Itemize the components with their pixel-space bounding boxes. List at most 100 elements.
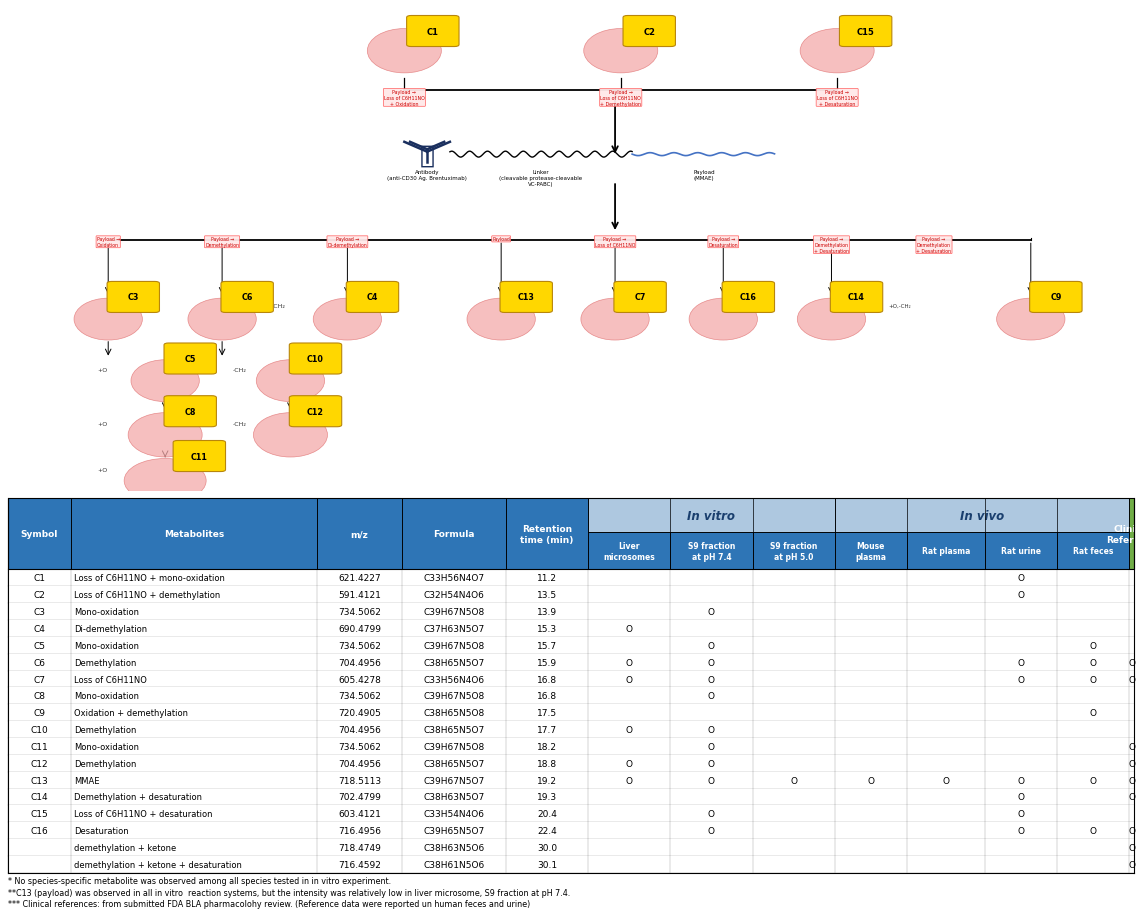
- Text: C33H56N4O7: C33H56N4O7: [424, 574, 484, 583]
- Text: +O: +O: [98, 367, 107, 373]
- Text: O: O: [1089, 709, 1096, 718]
- Text: C10: C10: [308, 354, 323, 363]
- Text: O: O: [625, 759, 633, 768]
- Text: O: O: [625, 624, 633, 633]
- Bar: [8, 498, 71, 570]
- Ellipse shape: [74, 299, 142, 341]
- Text: O: O: [1089, 776, 1096, 784]
- Text: O: O: [942, 776, 949, 784]
- FancyBboxPatch shape: [289, 343, 342, 374]
- Text: O: O: [708, 810, 715, 818]
- Text: -CH₂: -CH₂: [272, 303, 286, 309]
- Text: C39H67N5O8: C39H67N5O8: [424, 641, 485, 650]
- Text: Demethylation: Demethylation: [74, 658, 137, 667]
- Text: C5: C5: [185, 354, 196, 363]
- Text: 11.2: 11.2: [536, 574, 557, 583]
- Bar: [8, 789, 1134, 805]
- Text: O: O: [1128, 742, 1136, 751]
- Text: 704.4956: 704.4956: [338, 725, 380, 734]
- FancyBboxPatch shape: [173, 441, 226, 472]
- Bar: [8, 823, 1134, 839]
- Text: C13: C13: [518, 293, 534, 302]
- Text: C4: C4: [33, 624, 46, 633]
- Text: Loss of C6H11NO: Loss of C6H11NO: [74, 675, 147, 684]
- Bar: [8, 570, 1134, 587]
- Text: O: O: [1128, 826, 1136, 835]
- Text: S9 fraction
at pH 5.0: S9 fraction at pH 5.0: [770, 541, 818, 561]
- Text: MMAE: MMAE: [74, 776, 100, 784]
- Text: C15: C15: [857, 27, 875, 36]
- Text: 591.4121: 591.4121: [338, 590, 380, 599]
- Text: 𝛾: 𝛾: [419, 143, 435, 167]
- Text: Payload →
Demethylation
+ Desaturation: Payload → Demethylation + Desaturation: [917, 237, 951, 253]
- Text: C15: C15: [31, 810, 48, 818]
- Text: C14: C14: [31, 793, 48, 802]
- Text: O: O: [868, 776, 875, 784]
- Ellipse shape: [253, 414, 328, 457]
- Text: C33H54N4O6: C33H54N4O6: [424, 810, 484, 818]
- Bar: [8, 654, 1134, 670]
- Bar: [8, 603, 1134, 620]
- Text: 716.4592: 716.4592: [338, 860, 380, 869]
- Text: O: O: [1017, 826, 1024, 835]
- Text: Linker
(cleavable protease-cleavable
VC-PABC): Linker (cleavable protease-cleavable VC-…: [500, 169, 582, 187]
- Text: +O: +O: [98, 467, 107, 472]
- Text: C9: C9: [1050, 293, 1062, 302]
- Text: 716.4956: 716.4956: [338, 826, 380, 835]
- Bar: [984, 533, 1057, 570]
- Text: Payload →
Demethylation: Payload → Demethylation: [205, 237, 239, 248]
- Bar: [588, 498, 835, 533]
- Text: Rat feces: Rat feces: [1073, 547, 1113, 556]
- Text: C12: C12: [308, 407, 323, 416]
- Bar: [8, 738, 1134, 755]
- Text: 734.5062: 734.5062: [338, 641, 380, 650]
- Text: In vitro: In vitro: [688, 509, 736, 522]
- Text: C7: C7: [33, 675, 46, 684]
- Text: Mouse
plasma: Mouse plasma: [855, 541, 886, 561]
- Text: C39H67N5O8: C39H67N5O8: [424, 742, 485, 751]
- Text: C16: C16: [740, 293, 756, 302]
- Text: O: O: [1089, 675, 1096, 684]
- Bar: [8, 688, 1134, 704]
- Text: 20.4: 20.4: [538, 810, 557, 818]
- Text: O: O: [1128, 860, 1136, 869]
- Text: Payload: Payload: [492, 237, 510, 242]
- Text: 22.4: 22.4: [538, 826, 557, 835]
- Text: C4: C4: [367, 293, 378, 302]
- Bar: [671, 533, 753, 570]
- Bar: [835, 533, 907, 570]
- Text: C38H65N5O7: C38H65N5O7: [424, 759, 485, 768]
- Text: C38H61N5O6: C38H61N5O6: [424, 860, 485, 869]
- Text: C7: C7: [634, 293, 646, 302]
- Text: O: O: [708, 675, 715, 684]
- Text: Liver
microsomes: Liver microsomes: [604, 541, 655, 561]
- Text: O: O: [1128, 843, 1136, 852]
- Text: C38H65N5O7: C38H65N5O7: [424, 658, 485, 667]
- Text: -CH₂: -CH₂: [232, 422, 246, 426]
- Text: 15.7: 15.7: [536, 641, 557, 650]
- Text: C8: C8: [33, 691, 46, 701]
- Text: O: O: [1089, 658, 1096, 667]
- Ellipse shape: [256, 361, 325, 402]
- Bar: [8, 587, 1134, 603]
- Text: 704.4956: 704.4956: [338, 759, 380, 768]
- Text: 30.0: 30.0: [536, 843, 557, 852]
- Text: Payload
(MMAE): Payload (MMAE): [694, 169, 714, 180]
- FancyBboxPatch shape: [614, 282, 666, 313]
- Text: C9: C9: [33, 709, 46, 718]
- Text: O: O: [708, 725, 715, 734]
- Text: 734.5062: 734.5062: [338, 691, 380, 701]
- Text: Payload →
Oxidation: Payload → Oxidation: [97, 237, 120, 248]
- Text: -CH₂: -CH₂: [232, 367, 246, 373]
- Bar: [317, 498, 402, 570]
- Bar: [8, 704, 1134, 722]
- Text: S9 fraction
at pH 7.4: S9 fraction at pH 7.4: [688, 541, 735, 561]
- Text: 702.4799: 702.4799: [338, 793, 380, 802]
- Text: Di-demethylation: Di-demethylation: [74, 624, 148, 633]
- Text: O: O: [1128, 793, 1136, 802]
- Text: O: O: [1128, 759, 1136, 768]
- Text: C2: C2: [644, 27, 655, 36]
- Bar: [753, 533, 835, 570]
- Bar: [506, 498, 588, 570]
- Text: C10: C10: [31, 725, 48, 734]
